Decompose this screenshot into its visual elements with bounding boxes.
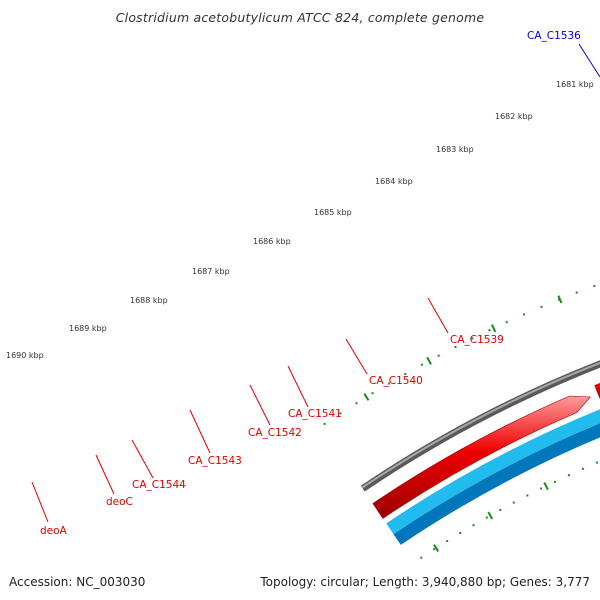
inner-scale-dot — [459, 532, 462, 534]
inner-scale-dot — [499, 509, 502, 511]
major-tick — [557, 295, 563, 304]
inner-scale-dot — [581, 467, 584, 470]
scale-dot — [488, 329, 491, 332]
inner-scale-dot — [446, 540, 449, 543]
inner-scale-dot — [567, 474, 570, 477]
forward-gene-arrow — [372, 395, 592, 519]
scale-dot — [471, 337, 474, 340]
gene-leader-line — [345, 338, 368, 375]
map-title: Clostridium acetobutylicum ATCC 824, com… — [115, 10, 485, 25]
scale-dot — [387, 382, 390, 385]
gene-label: CA_C1543 — [188, 455, 242, 467]
gene-leader-line — [95, 454, 115, 495]
gene-label: CA_C1536 — [527, 30, 581, 42]
gene-leader-line — [578, 43, 600, 78]
scale-dot — [355, 402, 358, 405]
major-tick — [426, 356, 432, 365]
forward-gene-arrow — [594, 383, 600, 400]
gene-leader-line — [31, 481, 49, 523]
scale-dot — [404, 373, 407, 375]
scale-dot — [523, 313, 526, 316]
kbp-tick-label: 1687 kbp — [192, 267, 230, 276]
scale-dot — [323, 422, 326, 425]
kbp-tick-label: 1689 kbp — [69, 324, 107, 333]
kbp-tick-label: 1683 kbp — [436, 145, 474, 154]
inner-scale-dot — [595, 461, 598, 464]
gene-leader-line — [189, 409, 211, 454]
accession-text: Accession: NC_003030 — [9, 575, 146, 589]
inner-major-tick — [543, 482, 549, 491]
scale-dot — [575, 291, 578, 294]
scale-dot — [454, 346, 457, 348]
scale-dot — [540, 305, 543, 308]
gene-label: CA_C1539 — [450, 334, 504, 346]
inner-major-tick — [487, 511, 494, 520]
scale-dot — [420, 363, 423, 366]
scale-dot — [437, 354, 440, 357]
gene-label: CA_C1544 — [132, 479, 186, 491]
gene-leader-line — [249, 384, 271, 426]
backbone-highlight — [361, 361, 600, 489]
kbp-tick-label: 1684 kbp — [375, 177, 413, 186]
scale-dot — [505, 321, 508, 324]
gene-label: CA_C1540 — [369, 375, 423, 387]
inner-scale-dot — [433, 548, 436, 551]
reverse-gene-band — [386, 409, 600, 535]
inner-major-tick — [433, 544, 440, 552]
scale-dot — [371, 392, 374, 395]
gene-label: deoA — [40, 525, 68, 537]
kbp-tick-label: 1690 kbp — [6, 351, 44, 360]
kbp-tick-label: 1682 kbp — [495, 112, 533, 121]
kbp-tick-label: 1681 kbp — [556, 80, 594, 89]
inner-scale-dot — [512, 501, 515, 504]
major-tick — [363, 393, 370, 401]
inner-scale-dot — [472, 524, 475, 527]
backbone-ring — [360, 360, 600, 492]
gene-leader-line — [287, 365, 309, 408]
reverse-gene-band — [393, 423, 600, 545]
inner-scale-dot — [540, 487, 543, 490]
major-tick — [490, 324, 497, 333]
gene-leader-line — [131, 439, 154, 479]
genome-summary-text: Topology: circular; Length: 3,940,880 bp… — [260, 575, 590, 589]
gene-label: CA_C1541 — [288, 408, 342, 420]
inner-scale-dot — [485, 516, 488, 519]
scale-dot — [339, 412, 342, 415]
inner-scale-dot — [420, 556, 423, 559]
gene-leader-line — [427, 297, 449, 334]
kbp-tick-label: 1685 kbp — [314, 208, 352, 217]
inner-scale-dot — [526, 494, 529, 497]
kbp-tick-label: 1686 kbp — [253, 237, 291, 246]
scale-dot — [593, 284, 596, 287]
gene-label: CA_C1542 — [248, 427, 302, 439]
gene-label: deoC — [106, 496, 133, 508]
inner-scale-dot — [554, 480, 556, 483]
kbp-tick-label: 1688 kbp — [130, 296, 168, 305]
